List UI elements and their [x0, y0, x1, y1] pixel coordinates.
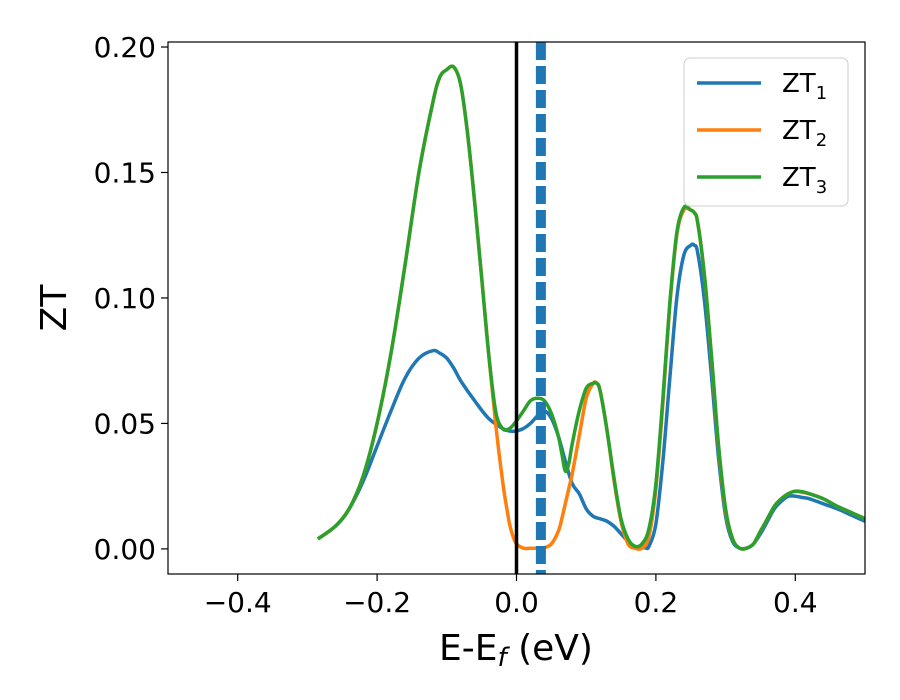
x-axis-title-main: E-E — [439, 628, 497, 669]
x-tick-label: 0.4 — [773, 586, 818, 619]
x-tick-label: −0.4 — [204, 586, 272, 619]
curves-group — [316, 64, 866, 551]
x-axis-title: E-Ef (eV) — [439, 628, 593, 673]
x-ticks-group: −0.4 −0.2 0.0 0.2 0.4 — [204, 574, 818, 619]
y-ticks-group: 0.00 0.05 0.10 0.15 0.20 — [94, 31, 168, 566]
legend-label-3: ZT3 — [782, 163, 827, 198]
x-axis-title-unit: (eV) — [507, 628, 593, 669]
series-line-3 — [316, 64, 866, 551]
y-tick-label: 0.00 — [94, 533, 156, 566]
y-tick-label: 0.15 — [94, 156, 156, 189]
legend-box — [683, 57, 849, 207]
y-tick-label: 0.05 — [94, 407, 156, 440]
legend-items: ZT1 ZT2 ZT3 — [697, 69, 827, 198]
x-tick-label: −0.2 — [343, 586, 411, 619]
y-tick-label: 0.10 — [94, 282, 156, 315]
y-axis-title: ZT — [34, 284, 75, 332]
vertical-lines-group — [514, 42, 546, 574]
y-tick-label: 0.20 — [94, 31, 156, 64]
legend-label-2: ZT2 — [782, 116, 827, 151]
legend-label-1: ZT1 — [782, 69, 827, 104]
x-tick-label: 0.2 — [634, 586, 679, 619]
legend: ZT1 ZT2 ZT3 — [683, 57, 849, 207]
x-tick-label: 0.0 — [494, 586, 539, 619]
